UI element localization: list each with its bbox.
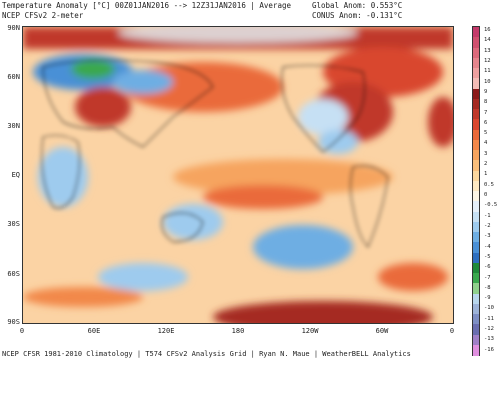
continent-outlines — [41, 59, 389, 248]
colorbar-label: 14 — [484, 37, 491, 44]
colorbar-label: 1 — [484, 171, 488, 178]
colorbar-label: 4 — [484, 140, 488, 147]
conus-anomaly: CONUS Anom: -0.131°C — [312, 11, 403, 20]
colorbar-swatch — [473, 150, 479, 161]
colorbar-label: 3 — [484, 150, 488, 157]
colorbar-swatch — [473, 201, 479, 212]
colorbar-swatch — [473, 232, 479, 243]
colorbar-swatch — [473, 88, 479, 100]
lat-label: EQ — [11, 171, 20, 179]
lon-label: 60W — [375, 327, 389, 335]
lat-label: 30N — [7, 122, 20, 130]
colorbar-label: -3 — [484, 233, 491, 240]
colorbar-swatch — [473, 211, 479, 223]
colorbar-label: 10 — [484, 78, 491, 85]
colorbar-swatch — [473, 283, 479, 294]
anomaly-field — [23, 27, 453, 323]
colorbar-swatch — [473, 27, 479, 38]
colorbar-swatch — [473, 129, 479, 141]
colorbar-swatch — [473, 109, 479, 120]
lon-label: 0 — [19, 327, 25, 335]
colorbar-swatch — [473, 252, 479, 264]
colorbar — [472, 26, 480, 356]
colorbar-swatch — [473, 242, 479, 253]
colorbar-label: 7 — [484, 109, 488, 116]
map-title: Temperature Anomaly [°C] 00Z01JAN2016 --… — [2, 1, 291, 10]
lat-label: 90S — [7, 318, 20, 326]
global-anomaly: Global Anom: 0.553°C — [312, 1, 403, 10]
colorbar-label: -4 — [484, 243, 491, 250]
colorbar-label: 13 — [484, 47, 491, 54]
colorbar-swatch — [473, 221, 479, 233]
lon-label: 120W — [301, 327, 319, 335]
colorbar-label: -5 — [484, 253, 491, 260]
lon-label: 0 — [449, 327, 455, 335]
map-subtitle: NCEP CFSv2 2-meter — [2, 11, 84, 20]
colorbar-swatch — [473, 273, 479, 284]
colorbar-label: -12 — [484, 326, 494, 333]
colorbar-label: 9 — [484, 88, 488, 95]
colorbar-label: 6 — [484, 119, 488, 126]
colorbar-label: 0 — [484, 192, 488, 198]
colorbar-swatch — [473, 47, 479, 59]
credits-footer: NCEP CFSR 1981-2010 Climatology | T574 C… — [2, 350, 411, 358]
anomaly-map — [22, 26, 454, 324]
lat-label: 60N — [7, 73, 20, 81]
colorbar-label: 16 — [484, 27, 491, 33]
colorbar-swatch — [473, 303, 479, 315]
lon-label: 180 — [231, 327, 245, 335]
colorbar-swatch — [473, 57, 479, 69]
colorbar-swatch — [473, 160, 479, 171]
colorbar-swatch — [473, 180, 479, 192]
colorbar-swatch — [473, 98, 479, 110]
lon-label: 60E — [87, 327, 101, 335]
colorbar-swatch — [473, 68, 479, 79]
colorbar-swatch — [473, 344, 479, 356]
colorbar-label: 5 — [484, 130, 488, 137]
lat-label: 30S — [7, 220, 20, 228]
colorbar-label: -10 — [484, 305, 494, 312]
colorbar-swatch — [473, 78, 479, 89]
lon-label: 120E — [157, 327, 175, 335]
colorbar-label: 8 — [484, 99, 488, 106]
colorbar-label: 0.5 — [484, 181, 494, 188]
colorbar-swatch — [473, 37, 479, 48]
colorbar-label: -6 — [484, 264, 491, 271]
colorbar-swatch — [473, 119, 479, 130]
colorbar-label: 11 — [484, 68, 491, 75]
colorbar-label: 2 — [484, 161, 488, 168]
colorbar-label: -0.5 — [484, 202, 498, 209]
colorbar-label: 12 — [484, 57, 491, 64]
lat-label: 90N — [7, 24, 20, 32]
colorbar-swatch — [473, 334, 479, 346]
colorbar-label: -9 — [484, 295, 491, 302]
colorbar-label: -7 — [484, 274, 491, 281]
colorbar-label: -8 — [484, 284, 491, 291]
colorbar-label: -1 — [484, 212, 491, 219]
colorbar-label: -2 — [484, 222, 491, 229]
colorbar-label: -11 — [484, 315, 494, 322]
colorbar-label: -13 — [484, 336, 494, 343]
colorbar-swatch — [473, 139, 479, 151]
colorbar-swatch — [473, 293, 479, 305]
colorbar-swatch — [473, 314, 479, 325]
colorbar-swatch — [473, 170, 479, 182]
colorbar-swatch — [473, 262, 479, 274]
colorbar-label: -16 — [484, 346, 494, 353]
colorbar-swatch — [473, 324, 479, 335]
colorbar-swatch — [473, 191, 479, 202]
lat-label: 60S — [7, 270, 20, 278]
